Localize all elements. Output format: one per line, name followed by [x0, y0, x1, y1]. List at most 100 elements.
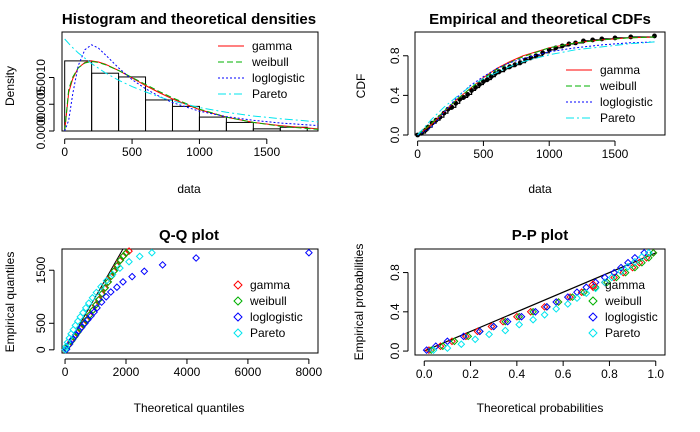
- pp-x-tick-label: 0.6: [555, 367, 572, 381]
- empirical-cdf-point: [469, 88, 474, 93]
- histogram-legend-label-Pareto: Pareto: [252, 87, 288, 101]
- qq-x-tick-label: 6000: [235, 365, 262, 379]
- pp-x-tick-label: 0.4: [509, 367, 526, 381]
- pp-point-Pareto: [607, 273, 616, 282]
- pp-legend-marker-loglogistic: [588, 312, 598, 322]
- qq-point-Pareto: [84, 299, 93, 308]
- pp-point-weibull: [580, 288, 588, 297]
- qq-point-Pareto: [92, 288, 101, 297]
- pp-point-gamma: [512, 312, 521, 321]
- histogram-y-tick-label: 0.0010: [34, 59, 48, 96]
- histogram-bar: [198, 116, 227, 132]
- histogram-legend-label-gamma: gamma: [252, 39, 292, 53]
- pp-plot-frame: [414, 248, 666, 356]
- cdf-legend-label-Pareto: Pareto: [600, 111, 636, 125]
- histogram-bar: [118, 76, 147, 132]
- pp-point-Pareto: [644, 248, 653, 257]
- pp-point-loglogistic: [459, 332, 468, 341]
- pp-point-gamma: [526, 307, 535, 316]
- qq-point-loglogistic: [192, 254, 201, 262]
- qq-point-loglogistic: [304, 248, 313, 257]
- cdf-line-weibull: [417, 36, 655, 136]
- qq-point-loglogistic: [97, 298, 106, 307]
- histogram-x-tick-label: 1000: [186, 145, 213, 159]
- pp-point-Pareto: [443, 344, 452, 353]
- pp-point-gamma: [610, 273, 619, 282]
- pp-point-gamma: [461, 332, 470, 341]
- qq-point-loglogistic: [93, 303, 101, 312]
- qq-y-tick-label: 500: [34, 313, 48, 333]
- pp-legend-marker-weibull: [588, 296, 598, 306]
- histogram-legend-label-loglogistic: loglogistic: [252, 71, 305, 85]
- qq-legend-marker-loglogistic: [233, 312, 243, 322]
- pp-point-Pareto: [637, 252, 646, 261]
- empirical-cdf-point: [461, 94, 467, 100]
- pp-legend-label-gamma: gamma: [605, 278, 645, 292]
- qq-point-loglogistic: [112, 283, 121, 292]
- qq-y-tick-label: 1500: [34, 257, 48, 284]
- pp-reference-line: [424, 252, 656, 352]
- histogram-bar: [145, 99, 173, 132]
- pp-point-Pareto: [630, 257, 639, 266]
- qq-panel: Q-Q plot Theoretical quantiles Empirical…: [3, 227, 323, 415]
- histogram-y-label: Density: [3, 66, 17, 106]
- histogram-x-label: data: [177, 182, 201, 196]
- qq-legend-marker-gamma: [233, 280, 243, 290]
- pp-point-gamma: [487, 322, 496, 331]
- pp-point-gamma: [499, 317, 507, 326]
- qq-y-tick-label: 0: [34, 346, 48, 353]
- density-line-Pareto: [64, 38, 319, 123]
- empirical-cdf-point: [496, 69, 502, 75]
- qq-x-tick-label: 8000: [296, 365, 323, 379]
- empirical-cdf-point: [473, 85, 478, 90]
- pp-x-tick-label: 0.0: [416, 367, 433, 381]
- empirical-cdf-point: [488, 74, 494, 79]
- pp-point-loglogistic: [630, 253, 639, 262]
- pp-point-Pareto: [582, 289, 591, 298]
- empirical-cdf-point: [441, 110, 447, 116]
- qq-point-weibull: [110, 266, 119, 275]
- histogram-bar: [225, 121, 254, 132]
- qq-x-tick-label: 4000: [174, 365, 201, 379]
- cdf-x-tick-label: 1500: [602, 147, 629, 161]
- histogram-legend-label-weibull: weibull: [251, 55, 289, 69]
- pp-legend-marker-gamma: [588, 280, 598, 290]
- qq-title: Q-Q plot: [159, 227, 219, 244]
- histogram-panel: Histogram and theoretical densities data…: [3, 11, 319, 196]
- qq-point-loglogistic: [158, 260, 167, 269]
- pp-legend-label-Pareto: Pareto: [605, 326, 641, 340]
- pp-x-tick-label: 1.0: [647, 367, 664, 381]
- empirical-cdf-point: [477, 82, 482, 87]
- cdf-x-tick-label: 500: [473, 147, 493, 161]
- pp-y-tick-label: 0.4: [388, 303, 402, 320]
- cdf-plot-frame: [414, 31, 666, 136]
- pp-point-gamma: [540, 302, 549, 311]
- empirical-cdf-point: [512, 62, 518, 68]
- qq-legend-marker-Pareto: [233, 328, 243, 338]
- pp-point-Pareto: [573, 294, 581, 303]
- cdf-line-loglogistic: [417, 41, 655, 136]
- density-line-loglogistic: [64, 44, 319, 132]
- pp-point-weibull: [644, 253, 653, 262]
- pp-point-Pareto: [563, 300, 572, 308]
- qq-point-loglogistic: [119, 277, 127, 286]
- qq-legend-label-loglogistic: loglogistic: [250, 310, 303, 324]
- qq-point-weibull: [92, 300, 101, 309]
- pp-point-Pareto: [624, 262, 632, 271]
- qq-plot-frame: [61, 248, 319, 354]
- pp-point-weibull: [450, 337, 459, 346]
- cdf-y-tick-label: 0.4: [388, 87, 402, 104]
- pp-point-loglogistic: [475, 327, 484, 336]
- empirical-cdf-point: [484, 77, 490, 82]
- qq-point-loglogistic: [140, 267, 149, 276]
- pp-legend-marker-Pareto: [588, 328, 598, 338]
- pp-point-loglogistic: [422, 346, 431, 355]
- qq-legend-marker-weibull: [233, 296, 243, 306]
- qq-point-Pareto: [135, 252, 144, 261]
- qq-point-loglogistic: [128, 272, 137, 281]
- pp-legend-label-loglogistic: loglogistic: [605, 310, 658, 324]
- pp-point-gamma: [566, 293, 575, 302]
- pp-point-Pareto: [457, 340, 466, 349]
- cdf-legend-label-gamma: gamma: [600, 63, 640, 77]
